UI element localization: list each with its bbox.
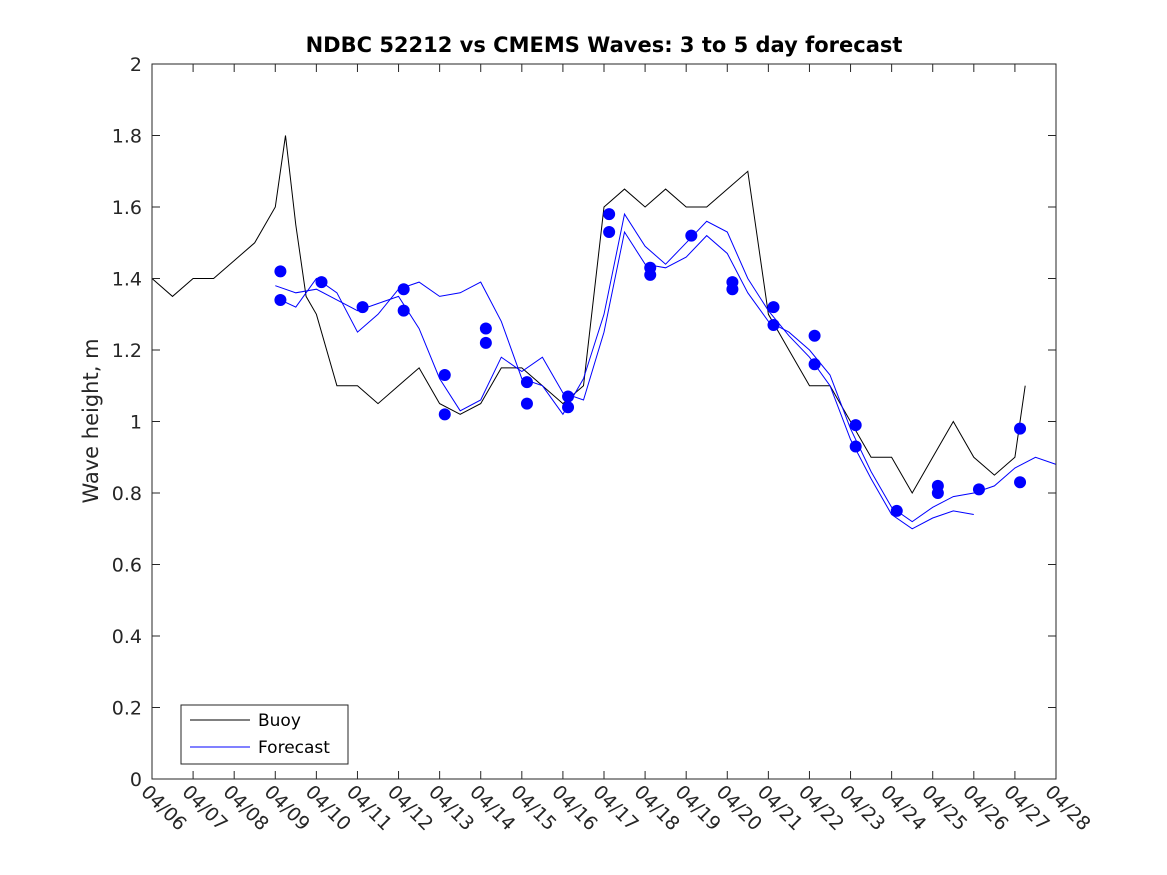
y-tick-label: 1.8 xyxy=(112,126,142,148)
forecast-marker xyxy=(603,226,616,239)
forecast-marker xyxy=(438,408,451,421)
legend: Buoy Forecast xyxy=(180,704,349,765)
forecast-marker xyxy=(397,283,410,296)
forecast-marker xyxy=(890,504,903,517)
y-tick-label: 1.6 xyxy=(112,197,142,219)
forecast-marker xyxy=(972,483,985,496)
y-tick-label: 1 xyxy=(130,412,142,434)
forecast-marker xyxy=(644,268,657,281)
forecast-marker xyxy=(520,397,533,410)
legend-label-buoy: Buoy xyxy=(258,711,301,731)
forecast-marker xyxy=(808,329,821,342)
y-tick-label: 1.2 xyxy=(112,340,142,362)
forecast-marker xyxy=(808,358,821,371)
forecast-marker xyxy=(726,283,739,296)
y-tick-label: 1.4 xyxy=(112,269,142,291)
y-tick-label: 0.4 xyxy=(112,626,142,648)
forecast-marker xyxy=(603,208,616,221)
forecast-marker xyxy=(274,293,287,306)
forecast-marker xyxy=(274,265,287,278)
forecast-marker xyxy=(479,322,492,335)
forecast-marker xyxy=(685,229,698,242)
forecast-marker xyxy=(849,419,862,432)
forecast-marker xyxy=(1014,476,1027,489)
chart-title: NDBC 52212 vs CMEMS Waves: 3 to 5 day fo… xyxy=(306,33,903,57)
forecast-marker xyxy=(767,301,780,314)
series-line-forecast-2 xyxy=(280,212,974,530)
y-tick-label: 0 xyxy=(130,769,142,791)
forecast-marker xyxy=(1014,422,1027,435)
forecast-marker xyxy=(849,440,862,453)
y-tick-label: 0.6 xyxy=(112,555,142,577)
forecast-marker xyxy=(931,487,944,499)
legend-label-forecast: Forecast xyxy=(258,738,330,758)
forecast-marker xyxy=(562,390,575,403)
forecast-marker xyxy=(438,369,451,382)
forecast-marker xyxy=(397,304,410,317)
forecast-marker xyxy=(315,276,328,289)
forecast-marker xyxy=(479,336,492,349)
y-axis-label: Wave height, m xyxy=(79,338,103,503)
y-tick-label: 0.2 xyxy=(112,698,142,720)
y-tick-label: 2 xyxy=(130,54,142,76)
y-tick-label: 0.8 xyxy=(112,483,142,505)
forecast-marker xyxy=(356,301,369,314)
forecast-marker xyxy=(562,401,575,414)
forecast-marker xyxy=(520,376,533,389)
plot-area xyxy=(152,64,1056,779)
forecast-marker xyxy=(767,318,780,331)
marker-layer xyxy=(274,208,1027,517)
y-axis-ticks: 0 0.2 0.4 0.6 0.8 1 1.2 1.4 1.6 1.8 2 xyxy=(112,54,1056,791)
legend-box xyxy=(180,704,349,765)
